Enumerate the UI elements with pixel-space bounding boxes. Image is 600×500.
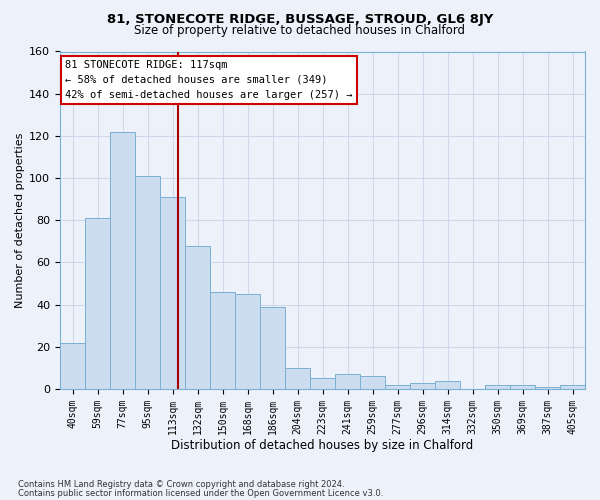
Y-axis label: Number of detached properties: Number of detached properties — [15, 132, 25, 308]
Bar — [110, 132, 135, 389]
X-axis label: Distribution of detached houses by size in Chalford: Distribution of detached houses by size … — [172, 440, 473, 452]
Text: 81 STONECOTE RIDGE: 117sqm
← 58% of detached houses are smaller (349)
42% of sem: 81 STONECOTE RIDGE: 117sqm ← 58% of deta… — [65, 60, 353, 100]
Bar — [510, 385, 535, 389]
Bar — [535, 387, 560, 389]
Text: Size of property relative to detached houses in Chalford: Size of property relative to detached ho… — [134, 24, 466, 37]
Bar — [560, 385, 585, 389]
Bar — [385, 385, 410, 389]
Bar — [260, 306, 285, 389]
Bar — [60, 342, 85, 389]
Bar — [185, 246, 210, 389]
Bar — [210, 292, 235, 389]
Bar — [285, 368, 310, 389]
Text: 81, STONECOTE RIDGE, BUSSAGE, STROUD, GL6 8JY: 81, STONECOTE RIDGE, BUSSAGE, STROUD, GL… — [107, 12, 493, 26]
Bar — [435, 380, 460, 389]
Bar — [85, 218, 110, 389]
Bar — [360, 376, 385, 389]
Bar — [410, 382, 435, 389]
Bar — [135, 176, 160, 389]
Text: Contains public sector information licensed under the Open Government Licence v3: Contains public sector information licen… — [18, 488, 383, 498]
Bar — [335, 374, 360, 389]
Bar — [160, 197, 185, 389]
Bar — [310, 378, 335, 389]
Bar — [235, 294, 260, 389]
Text: Contains HM Land Registry data © Crown copyright and database right 2024.: Contains HM Land Registry data © Crown c… — [18, 480, 344, 489]
Bar — [485, 385, 510, 389]
